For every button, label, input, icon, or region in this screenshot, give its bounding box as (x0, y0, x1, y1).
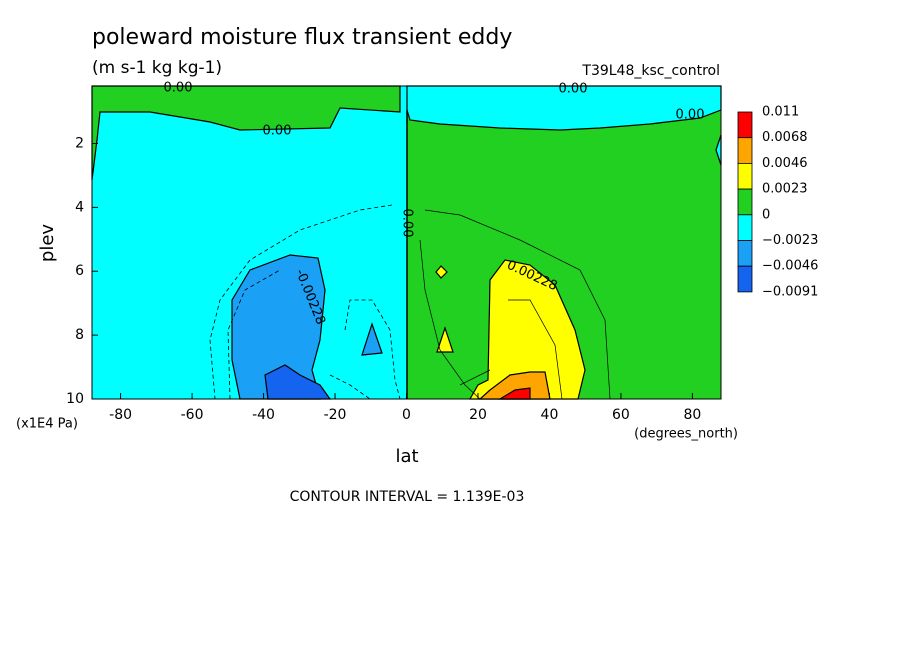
contour-region (231, 254, 326, 400)
annotation: CONTOUR INTERVAL = 1.139E-03 (290, 489, 525, 505)
x-tick-label: -60 (181, 407, 204, 423)
chart-subtitle: (m s-1 kg kg-1) (92, 58, 222, 78)
x-tick-label: 0 (402, 407, 411, 423)
dashed-contour (329, 374, 371, 400)
contour-label: 0.00 (676, 108, 705, 123)
colorbar-label: 0.0046 (762, 156, 808, 171)
contour-region (436, 326, 454, 353)
y-tick-label: 10 (66, 391, 84, 407)
colorbar-label: −0.0091 (762, 284, 818, 299)
x-units-label: (degrees_north) (634, 427, 738, 442)
colorbar-label: 0.0023 (762, 182, 808, 197)
thin-contour (508, 299, 563, 400)
y-tick-label: 8 (75, 327, 84, 343)
y-units-label: (x1E4 Pa) (16, 417, 78, 432)
colorbar-label: 0.0068 (762, 130, 808, 145)
colorbar-swatch (737, 111, 753, 139)
y-tick-label: 2 (75, 135, 84, 151)
colorbar-swatch (737, 188, 753, 216)
x-tick-label: 80 (683, 407, 701, 423)
contour-label: 0.00 (400, 209, 415, 238)
contour-label: 0.00 (559, 82, 588, 97)
contour-label: 0.00 (263, 124, 292, 139)
thin-contour (424, 209, 611, 400)
contour-region (361, 322, 383, 356)
colorbar-label: −0.0046 (762, 259, 818, 274)
x-tick-label: 40 (541, 407, 559, 423)
thin-contour (459, 369, 491, 386)
y-tick-label: 4 (75, 199, 84, 215)
colorbar-label: −0.0023 (762, 233, 818, 248)
contour-field (91, 85, 722, 400)
contour-region (435, 265, 448, 279)
x-tick-label: -80 (109, 407, 132, 423)
contour-label: 0.00 (164, 81, 193, 96)
contour-region (468, 259, 586, 400)
colorbar-swatch (737, 214, 753, 241)
contour-region (91, 85, 401, 181)
x-tick-label: -20 (324, 407, 347, 423)
chart-title: poleward moisture flux transient eddy (92, 25, 512, 50)
colorbar-label: 0.011 (762, 105, 799, 120)
dashed-contour (344, 299, 401, 400)
x-tick-label: -40 (252, 407, 275, 423)
colorbar-label: 0 (762, 207, 770, 222)
colorbar-swatch (737, 265, 753, 293)
x-tick-label: 20 (469, 407, 487, 423)
colorbar-swatch (737, 240, 753, 267)
x-axis-label: lat (395, 446, 418, 467)
y-axis-label: plev (37, 224, 58, 263)
contour-region (407, 86, 721, 399)
run-label: T39L48_ksc_control (581, 63, 720, 79)
y-tick-label: 6 (75, 263, 84, 279)
contour-region (92, 86, 407, 399)
dashed-contour (209, 204, 393, 400)
colorbar-swatch (737, 162, 753, 190)
thin-contour (419, 239, 481, 400)
colorbar-swatch (737, 137, 753, 164)
x-tick-label: 60 (612, 407, 630, 423)
